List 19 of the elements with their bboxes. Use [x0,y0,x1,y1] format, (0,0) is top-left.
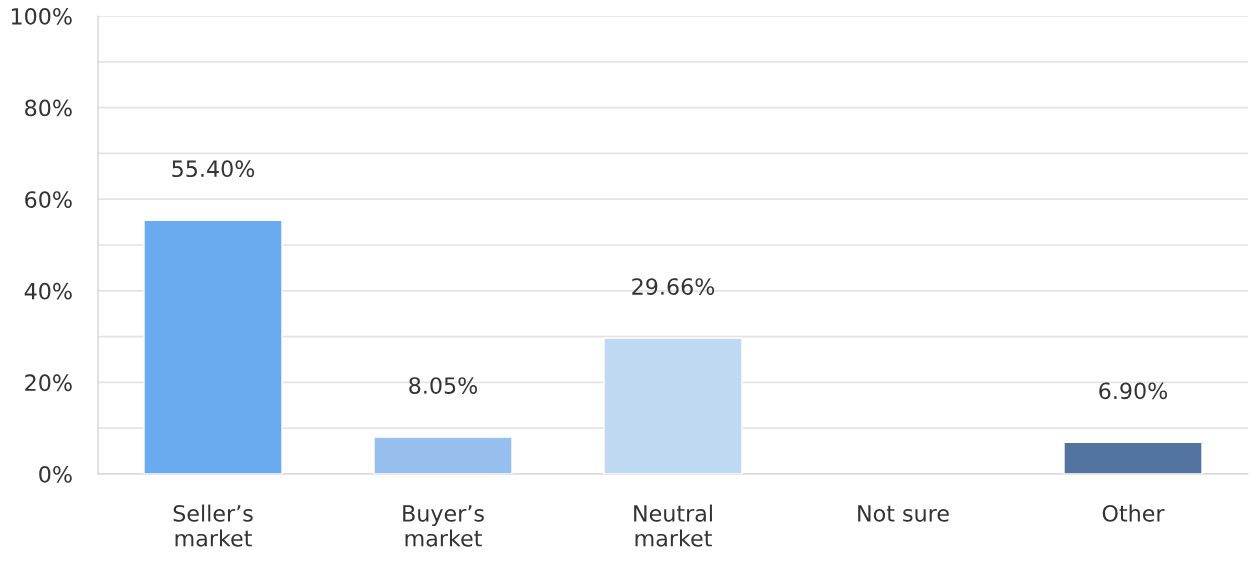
x-tick-label: Not sure [858,505,949,522]
data-label: 8.05% [409,377,478,394]
data-label: 6.90% [1099,382,1168,400]
y-tick-label: 100% [11,7,72,25]
x-tick-label: Other [1102,504,1165,522]
y-tick-label: 80% [25,99,72,117]
y-tick-label: 60% [25,191,72,208]
x-tick-label: Buyer’s market [403,505,484,547]
data-label: 55.40% [172,160,255,178]
x-tick-label: Neutral market [634,504,712,547]
y-tick-label: 0% [39,465,72,483]
y-tick-label: 20% [25,374,72,392]
data-label: 29.66% [632,278,715,295]
bar [143,219,283,474]
bar [603,337,743,474]
bar [373,436,513,474]
y-tick-label: 40% [24,282,72,300]
x-tick-label: Seller’s market [173,504,253,547]
bar [1063,441,1203,474]
